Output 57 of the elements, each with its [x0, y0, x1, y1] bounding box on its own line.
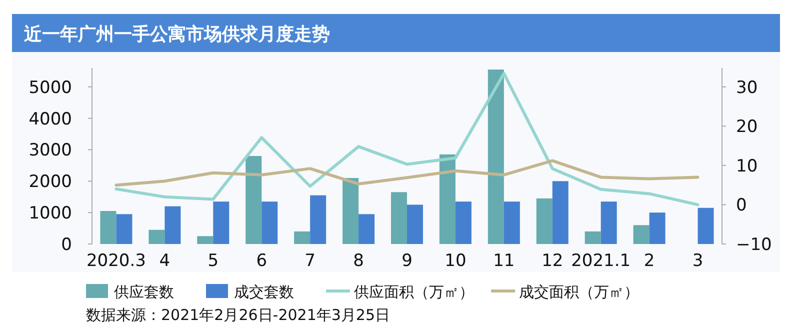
bar	[213, 202, 230, 244]
bar	[439, 154, 456, 244]
legend-label: 成交套数	[234, 283, 294, 301]
bar	[698, 208, 714, 244]
x-tick-label: 2021.1	[571, 251, 631, 271]
x-tick-label: 11	[493, 251, 515, 271]
bar	[148, 230, 165, 244]
bar	[504, 202, 520, 244]
legend-label: 供应面积（万㎡）	[354, 283, 474, 301]
y2-tick-label: 30	[736, 78, 758, 98]
source-note: 数据来源：2021年2月26日-2021年3月25日	[86, 306, 390, 324]
bar	[246, 156, 262, 244]
y2-tick-label: 10	[736, 156, 758, 176]
bar	[633, 225, 650, 244]
y-tick-label: 5000	[28, 78, 72, 98]
bar	[488, 70, 504, 244]
x-tick-label: 2	[644, 251, 655, 271]
legend-label: 供应套数	[114, 283, 174, 301]
bar	[310, 195, 326, 244]
bar	[116, 214, 132, 244]
x-tick-label: 7	[304, 251, 316, 271]
x-tick-label: 4	[159, 251, 170, 271]
x-tick-label: 6	[256, 251, 268, 271]
line-series	[114, 72, 700, 206]
bar	[391, 192, 407, 244]
x-tick-label: 12	[542, 251, 564, 271]
bar	[342, 178, 359, 244]
legend-label: 成交面积（万㎡）	[519, 283, 639, 301]
y-tick-label: 1000	[28, 204, 72, 224]
bar	[584, 231, 601, 244]
y2-tick-label: 0	[736, 196, 747, 216]
x-tick-label: 2020.3	[86, 251, 146, 271]
bar	[294, 231, 310, 244]
y2-tick-label: −10	[736, 235, 772, 255]
bar	[536, 198, 552, 244]
bar	[649, 212, 666, 244]
y2-tick-label: 20	[736, 117, 758, 138]
bar	[455, 202, 472, 244]
x-tick-label: 3	[692, 251, 704, 271]
bar	[407, 204, 423, 244]
bar	[358, 214, 375, 244]
chart-title: 近一年广州一手公寓市场供求月度走势	[23, 24, 330, 45]
bar	[552, 181, 568, 244]
bar	[100, 211, 116, 244]
bar	[262, 202, 278, 244]
y-tick-label: 2000	[28, 172, 72, 192]
x-tick-label: 9	[402, 251, 412, 271]
x-tick-label: 8	[353, 251, 364, 271]
y-tick-label: 0	[61, 235, 72, 255]
bar	[164, 206, 181, 244]
x-tick-label: 10	[444, 251, 466, 271]
y-tick-label: 4000	[28, 109, 72, 130]
x-tick-label: 5	[208, 251, 219, 271]
y-tick-label: 3000	[28, 140, 72, 161]
bar	[197, 236, 214, 244]
line-series	[114, 159, 700, 187]
bar	[600, 202, 617, 244]
